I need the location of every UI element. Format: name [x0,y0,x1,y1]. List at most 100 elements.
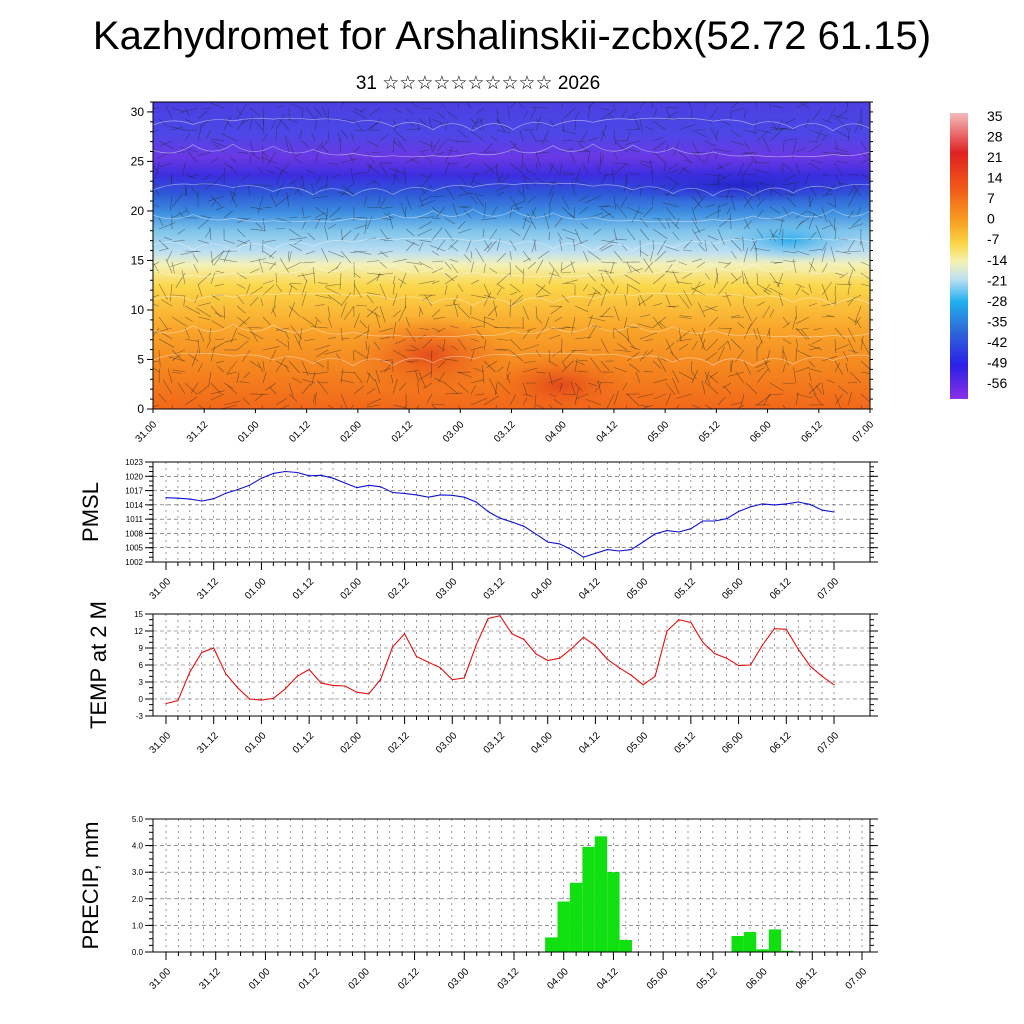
precip-panel: 0.0 1.0 2.0 3.0 4.0 5.0 31.00 31.12 01.00 01.12 02… [78,815,878,992]
y-tick-label: 1002 [125,558,143,567]
y-axis-label: PMSL [78,482,103,542]
data-point [296,471,298,474]
data-point [260,699,262,701]
data-point [726,518,728,520]
x-tick-label: 03.12 [482,576,508,602]
data-point [785,503,787,505]
precip-bar [768,929,782,952]
data-point [356,691,358,693]
data-point [451,494,453,496]
data-point [404,492,406,494]
x-tick-label: 05.12 [695,966,721,992]
data-point [809,503,811,505]
data-point [320,474,322,476]
data-point [559,657,561,659]
data-point [547,659,549,662]
data-point [702,520,704,522]
x-tick-label: 06.00 [744,966,770,992]
data-point [582,636,585,638]
data-point [630,549,632,551]
y-axis-label: TEMP at 2 M [86,601,111,729]
x-tick-label: 02.12 [390,419,416,445]
data-point [535,653,537,655]
data-point [404,633,406,635]
x-tick-label: 03.12 [482,730,508,756]
data-point [749,664,752,666]
data-point [475,501,477,503]
y-tick-label: 1008 [125,529,143,538]
x-tick-label: 06.12 [768,730,794,756]
precip-panel-grid [153,818,870,953]
x-tick-label: 03.12 [492,419,518,445]
data-point [773,628,776,630]
data-point [344,685,346,687]
precip-bar [756,949,769,952]
y-tick-label: 15 [134,610,143,619]
data-point [606,549,609,551]
y-tick-label: 1020 [125,472,143,481]
data-point [225,672,227,675]
data-point [225,492,227,494]
y-tick-label: 20 [131,204,145,218]
precip-bar [557,901,570,952]
y-axis-label: PRECIP, mm [78,822,103,950]
colorbar-label: -21 [987,272,1007,288]
y-tick-label: 3.0 [132,868,144,877]
x-tick-label: 04.00 [545,966,571,992]
data-point [272,697,274,700]
data-point [487,510,489,513]
data-point [738,510,740,513]
data-point [284,688,286,690]
data-point [392,646,394,648]
x-tick-label: 06.12 [794,966,820,992]
x-tick-label: 31.12 [197,966,223,992]
data-point [415,494,418,496]
cold-core [600,167,870,203]
x-tick-label: 03.00 [434,730,460,756]
x-tick-label: 04.12 [577,730,603,756]
precip-bar [619,940,632,952]
y-tick-label: 15 [131,253,145,267]
data-point [547,541,549,543]
pmsl-panel-series-line [165,470,835,558]
x-tick-label: 05.00 [625,730,651,756]
precip-bar [569,882,583,952]
data-point [726,657,728,659]
x-tick-label: 04.12 [595,419,621,445]
x-tick-label: 01.12 [291,576,317,602]
precip-panel-bars [234,836,806,952]
data-point [785,628,787,630]
colorbar-label: -14 [987,252,1007,268]
data-point [165,702,167,705]
precip-bar [582,846,595,952]
page-subtitle: 31 ☆☆☆☆☆☆☆☆☆☆ 2026 [355,73,601,94]
data-point [380,678,382,680]
data-point [415,655,418,658]
data-point [392,491,394,494]
colorbar-label: -7 [987,231,1000,247]
x-tick-label: 01.00 [247,966,273,992]
x-tick-label: 07.00 [816,730,842,756]
colorbar-label: 7 [987,190,995,206]
y-tick-label: 6 [139,661,144,670]
x-tick-label: 01.12 [291,730,317,756]
x-tick-label: 02.00 [339,419,365,445]
y-tick-label: 4.0 [132,842,144,851]
data-point [773,504,776,506]
x-tick-label: 31.00 [134,419,160,445]
data-point [213,498,215,500]
y-tick-label: 1005 [125,544,143,553]
y-tick-label: 1014 [125,501,143,510]
data-point [690,621,692,624]
temp-panel-series-line [165,615,835,705]
data-point [368,693,370,695]
data-point [368,484,370,486]
x-tick-label: 03.00 [434,576,460,602]
data-point [213,647,215,649]
temp-panel-grid [153,613,870,717]
x-tick-label: 06.12 [768,576,794,602]
y-tick-label: 3 [139,678,144,687]
data-point [427,496,429,498]
data-point [714,653,716,655]
data-point [833,684,835,686]
